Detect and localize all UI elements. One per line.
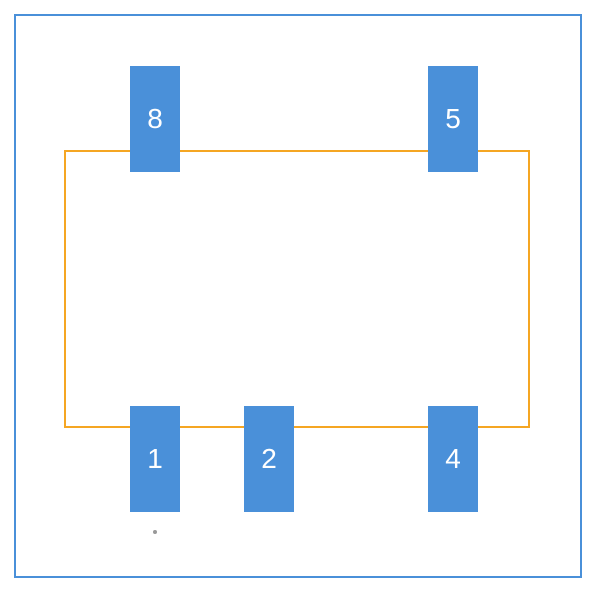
pad-2: 2 — [244, 406, 294, 512]
pad-8: 8 — [130, 66, 180, 172]
pad-label: 1 — [147, 443, 163, 475]
pad-label: 4 — [445, 443, 461, 475]
pad-label: 5 — [445, 103, 461, 135]
pad-1: 1 — [130, 406, 180, 512]
body-outline — [64, 150, 530, 428]
pad-4: 4 — [428, 406, 478, 512]
pin1-marker — [153, 530, 157, 534]
pad-5: 5 — [428, 66, 478, 172]
pad-label: 8 — [147, 103, 163, 135]
pad-label: 2 — [261, 443, 277, 475]
